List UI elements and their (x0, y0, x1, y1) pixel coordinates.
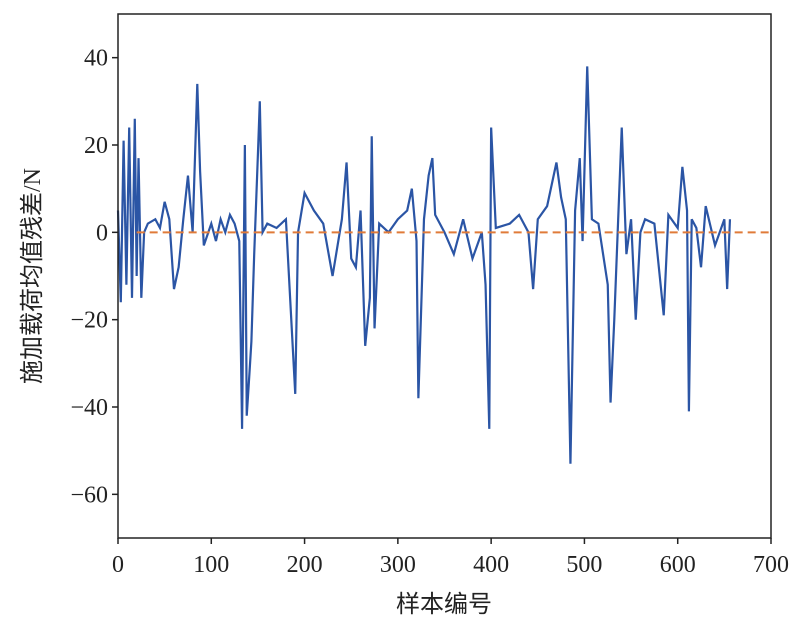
x-tick-label: 300 (380, 552, 416, 578)
y-tick-label: 40 (84, 46, 108, 72)
x-tick-label: 100 (193, 552, 229, 578)
x-axis-label: 样本编号 (396, 591, 492, 618)
x-tick-label: 0 (112, 552, 124, 578)
x-tick-label: 200 (287, 552, 323, 578)
data-line (116, 66, 732, 464)
y-tick-label: −20 (70, 308, 108, 334)
y-tick-label: 0 (96, 220, 108, 246)
x-tick-label: 400 (473, 552, 509, 578)
x-tick-label: 700 (753, 552, 789, 578)
y-tick-label: −40 (70, 395, 108, 421)
x-tick-label: 600 (660, 552, 696, 578)
plot-frame (117, 13, 772, 539)
y-tick-label: 20 (84, 133, 108, 159)
y-axis-label: 施加载荷均值残差/N (19, 168, 46, 384)
y-tick-label: −60 (70, 482, 108, 508)
x-tick-label: 500 (566, 552, 602, 578)
